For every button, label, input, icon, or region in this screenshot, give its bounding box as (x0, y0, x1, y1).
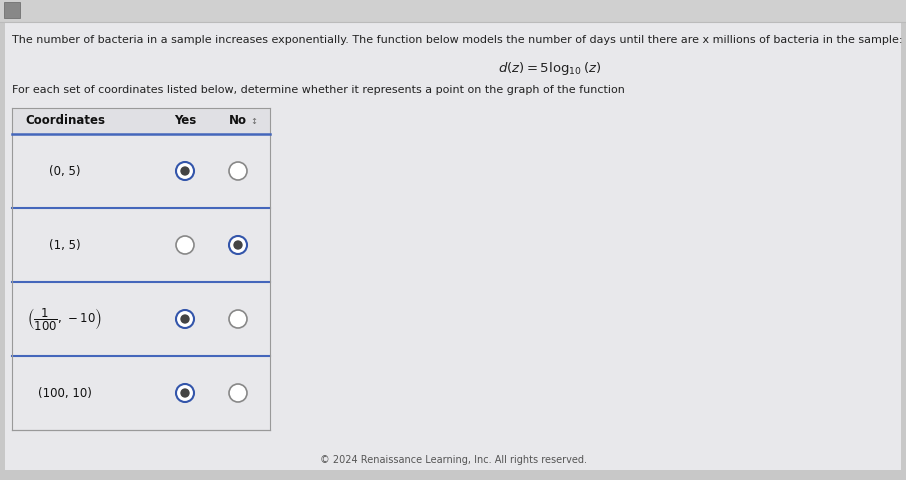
Circle shape (229, 162, 247, 180)
Text: ↕: ↕ (250, 117, 257, 125)
Text: Coordinates: Coordinates (25, 115, 105, 128)
Circle shape (229, 236, 247, 254)
Text: © 2024 Renaissance Learning, Inc. All rights reserved.: © 2024 Renaissance Learning, Inc. All ri… (320, 455, 586, 465)
Text: For each set of coordinates listed below, determine whether it represents a poin: For each set of coordinates listed below… (12, 85, 625, 95)
Text: Yes: Yes (174, 115, 196, 128)
Text: $d(z) = 5\log_{10}(z)$: $d(z) = 5\log_{10}(z)$ (498, 60, 602, 77)
Text: (100, 10): (100, 10) (38, 386, 92, 399)
Bar (12, 108, 270, 134)
Circle shape (176, 236, 194, 254)
Text: $\left(\dfrac{1}{100},\,-10\right)$: $\left(\dfrac{1}{100},\,-10\right)$ (27, 306, 102, 332)
Circle shape (180, 388, 189, 397)
Circle shape (176, 310, 194, 328)
Circle shape (229, 310, 247, 328)
Text: The number of bacteria in a sample increases exponentially. The function below m: The number of bacteria in a sample incre… (12, 35, 902, 45)
Circle shape (229, 384, 247, 402)
Circle shape (176, 162, 194, 180)
Text: (0, 5): (0, 5) (49, 165, 81, 178)
Text: No: No (229, 115, 247, 128)
Bar (0, 0, 906, 22)
Circle shape (234, 240, 243, 250)
Circle shape (180, 167, 189, 176)
Circle shape (180, 314, 189, 324)
Bar (4, 2, 20, 18)
Circle shape (176, 384, 194, 402)
Text: (1, 5): (1, 5) (49, 239, 81, 252)
